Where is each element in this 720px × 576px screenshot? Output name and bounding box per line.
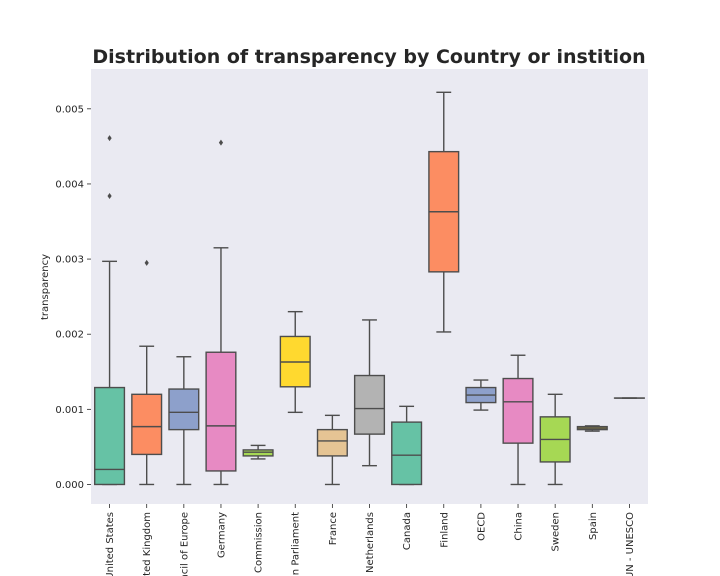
iqr-box [502, 377, 534, 444]
x-tick-label: Commission [254, 512, 265, 573]
boxes-layer [94, 91, 645, 486]
x-tick-label: ted Kingdom [142, 512, 153, 576]
x-tick-label: Canada [402, 512, 413, 550]
x-tick-label: Sweden [551, 512, 562, 552]
x-tick-label: n Parliament [291, 512, 302, 575]
x-tick-label: United States [105, 512, 116, 576]
iqr-box [391, 421, 423, 486]
box-european-commission [242, 444, 274, 460]
iqr-box [205, 351, 237, 472]
box-spain [576, 425, 608, 432]
box-european-parliament [279, 310, 311, 414]
chart-title: Distribution of transparency by Country … [92, 46, 645, 68]
outlier-point [107, 135, 112, 142]
box-finland [428, 91, 460, 333]
x-tick-label: Netherlands [365, 512, 376, 573]
y-axis: 0.000 0.001 0.002 0.003 0.004 0.005 [55, 104, 91, 491]
box-sweden [539, 393, 571, 486]
box-oecd [465, 379, 497, 411]
outlier-point [107, 192, 112, 199]
outlier-point [218, 139, 224, 146]
y-tick-label: 0.001 [55, 405, 84, 416]
iqr-box [131, 393, 163, 456]
x-tick-label: Spain [588, 512, 599, 540]
y-axis-label: transparency [40, 254, 51, 320]
x-tick-label: Finland [439, 512, 450, 548]
x-tick-label: China [514, 512, 525, 541]
x-tick-label: ncil of Europe [179, 512, 190, 576]
box-netherlands [353, 319, 386, 467]
iqr-box [316, 428, 348, 457]
box-france [316, 414, 348, 486]
iqr-box [94, 386, 126, 486]
box-china [502, 354, 534, 486]
y-tick-label: 0.005 [55, 104, 84, 115]
box-canada [391, 405, 423, 486]
box-council-of-europe [168, 356, 200, 486]
x-tick-label: UN - UNESCO [625, 512, 636, 576]
y-tick-label: 0.000 [55, 480, 84, 491]
x-tick-label: France [328, 512, 339, 545]
x-tick-label: OECD [476, 512, 487, 541]
box-united-states [94, 135, 126, 486]
y-tick-label: 0.004 [55, 179, 84, 190]
y-tick-label: 0.002 [55, 330, 84, 341]
x-axis: United States ted Kingdom ncil of Europe Ge… [105, 504, 636, 576]
x-tick-label: Germany [216, 512, 227, 558]
iqr-box [168, 388, 200, 431]
iqr-box [353, 374, 386, 435]
box-united-kingdom [131, 259, 163, 486]
outlier-point [144, 259, 149, 266]
box-germany [205, 139, 237, 486]
iqr-box [242, 449, 274, 457]
y-tick-label: 0.003 [55, 255, 84, 266]
